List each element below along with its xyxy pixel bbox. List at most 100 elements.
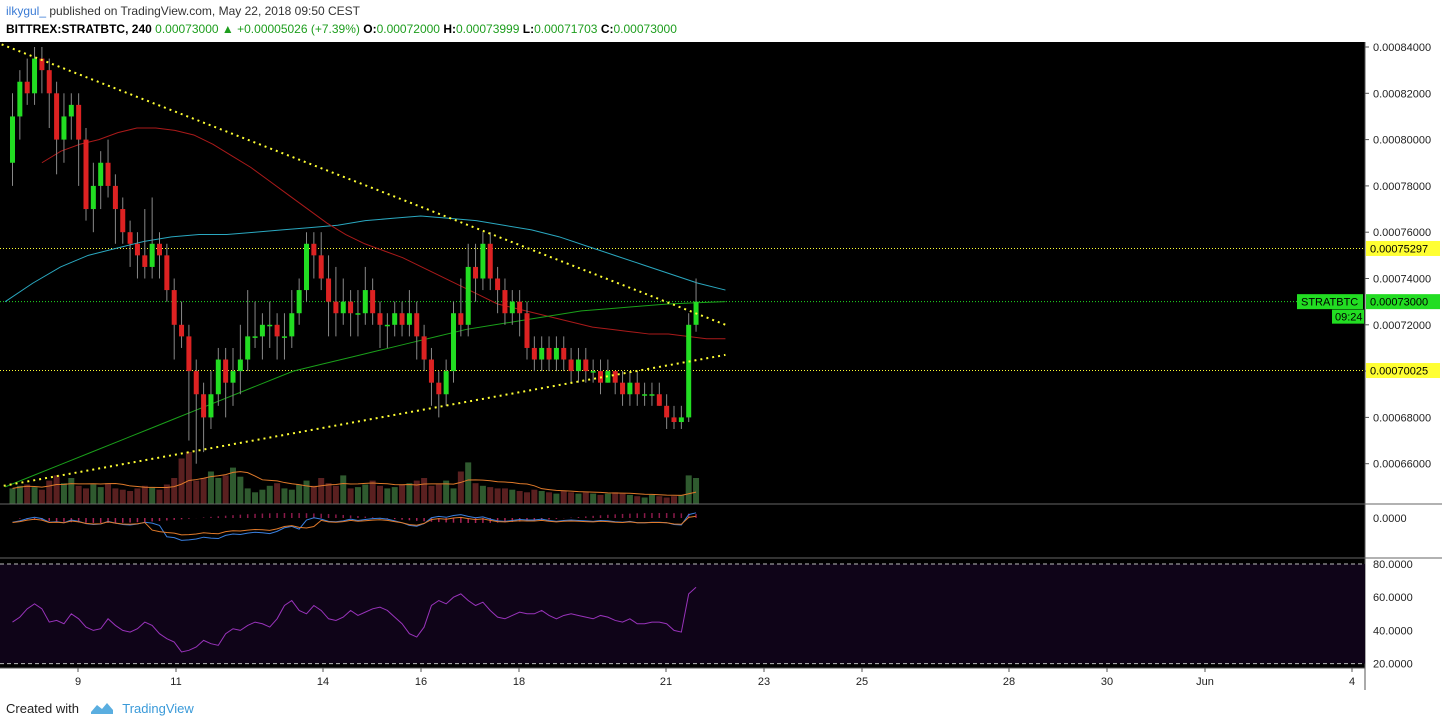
- volume-bar: [450, 488, 457, 504]
- candle-bear: [333, 301, 339, 314]
- open-label: O:: [363, 22, 377, 36]
- rsi-axis-ticks: 80.0000 60.0000 40.0000 20.0000: [1373, 559, 1413, 671]
- macd-signal-line: [12, 515, 697, 536]
- volume-bar: [501, 488, 508, 504]
- volume-bar: [568, 492, 575, 504]
- volume-bar: [538, 491, 545, 504]
- volume-bar: [406, 483, 413, 504]
- time-tick-label: 11: [170, 676, 181, 688]
- last-price: 0.00073000: [155, 22, 219, 36]
- candle-bear: [458, 313, 464, 325]
- price-tick-label: 0.00074000: [1373, 274, 1431, 286]
- close-value: 0.00073000: [613, 22, 677, 36]
- volume-bar: [693, 478, 700, 504]
- price-tick-label: 0.00084000: [1373, 42, 1431, 54]
- open-value: 0.00072000: [376, 22, 440, 36]
- volume-bar: [509, 489, 516, 504]
- candle-bull: [10, 116, 15, 163]
- candle-bear: [377, 313, 383, 325]
- rsi-line: [12, 586, 697, 653]
- volume-bar: [487, 487, 494, 504]
- candle-bear: [46, 70, 52, 94]
- volume-bar: [516, 491, 523, 504]
- symbol-tag-label: STRATBTC: [1301, 297, 1358, 309]
- time-tick-label: 21: [660, 676, 672, 688]
- candle-bull: [406, 313, 412, 325]
- volume-bar: [97, 487, 104, 504]
- volume-bar: [318, 478, 325, 504]
- candle-bull: [149, 243, 155, 267]
- macd-zero-label: 0.0000: [1373, 513, 1407, 525]
- volume-bar: [575, 493, 582, 504]
- volume-bar: [266, 485, 273, 504]
- price-change: +0.00005026 (+7.39%): [237, 22, 360, 36]
- rsi-tick-label: 60.0000: [1373, 592, 1413, 604]
- volume-bar: [75, 485, 82, 504]
- candle-bull: [590, 371, 596, 373]
- time-tick-label: 18: [513, 676, 525, 688]
- volume-bar: [597, 494, 604, 504]
- low-value: 0.00071703: [534, 22, 598, 36]
- volume-bar: [663, 497, 670, 504]
- resistance-price-tag-bg: [1366, 240, 1440, 256]
- candle-bear: [311, 243, 317, 256]
- volume-bar: [53, 475, 60, 504]
- volume-bar: [546, 492, 553, 504]
- time-tick-label: 23: [758, 676, 770, 688]
- low-label: L:: [522, 22, 535, 36]
- candle-bear: [531, 347, 537, 360]
- volume-bar: [215, 478, 222, 504]
- volume-bar: [149, 487, 156, 504]
- volume-bar: [274, 483, 281, 504]
- current-price-tag: 0.00073000: [1370, 297, 1428, 309]
- tradingview-link[interactable]: TradingView: [122, 701, 194, 716]
- candle-bull: [32, 58, 38, 94]
- candle-bear: [348, 301, 354, 314]
- candle-bear: [502, 290, 508, 314]
- volume-bar: [428, 485, 435, 504]
- candle-bear: [421, 336, 427, 360]
- support-price-tag-bg: [1366, 363, 1440, 379]
- candle-bear: [414, 313, 420, 337]
- volume-bar: [185, 452, 192, 504]
- volume-bar: [244, 488, 251, 504]
- time-tick-label: 4: [1349, 676, 1355, 688]
- candle-bear: [473, 266, 479, 279]
- time-tick-label: 28: [1003, 676, 1015, 688]
- volume-bar: [377, 485, 383, 504]
- candle-bear: [223, 359, 229, 383]
- current-price-tag-bg: [1366, 294, 1440, 310]
- volume-bar: [590, 493, 597, 504]
- candle-bear: [326, 278, 332, 302]
- candle-bear: [39, 58, 45, 71]
- candle-bull: [642, 394, 648, 396]
- volume-bar: [296, 484, 303, 504]
- rsi-band: [0, 564, 1365, 664]
- candle-bear: [127, 232, 133, 244]
- up-arrow-icon: ▲: [221, 22, 234, 36]
- countdown-bg: [1332, 309, 1364, 324]
- volume-bar: [648, 494, 655, 504]
- candle-bull: [208, 394, 214, 418]
- candle-bear: [142, 255, 148, 267]
- price-chart[interactable]: 0.00084000 0.00082000 0.00080000 0.00078000…: [0, 42, 1442, 694]
- volume-bar: [678, 494, 685, 504]
- candle-bull: [627, 382, 633, 395]
- candle-bear: [546, 347, 552, 360]
- candle-bear: [487, 243, 493, 279]
- volume-bar: [24, 484, 31, 504]
- created-with-label: Created with: [6, 701, 79, 716]
- volume-bar: [200, 478, 207, 504]
- candle-bear: [656, 394, 662, 406]
- author-link[interactable]: ilkygul_: [6, 4, 47, 18]
- volume-bar: [347, 488, 354, 504]
- candle-bear: [664, 405, 670, 418]
- volume-bar: [384, 488, 391, 504]
- volume-bar: [413, 480, 420, 504]
- candle-bear: [583, 359, 589, 372]
- candle-bear: [671, 417, 677, 423]
- time-tick-label: 16: [415, 676, 427, 688]
- rsi-tick-label: 80.0000: [1373, 559, 1413, 571]
- volume-bar: [604, 493, 611, 504]
- volume-bar: [163, 484, 170, 504]
